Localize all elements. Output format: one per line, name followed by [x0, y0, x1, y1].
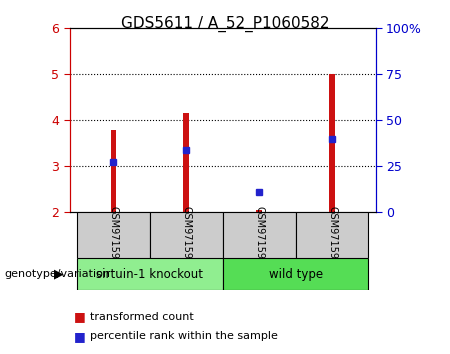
Text: wild type: wild type — [269, 268, 323, 281]
Bar — [296, 212, 369, 258]
Text: ■: ■ — [74, 330, 86, 343]
Text: genotype/variation: genotype/variation — [4, 269, 111, 279]
Bar — [150, 212, 223, 258]
Text: GDS5611 / A_52_P1060582: GDS5611 / A_52_P1060582 — [121, 16, 329, 32]
Bar — [77, 212, 150, 258]
Text: GSM971594: GSM971594 — [327, 206, 337, 265]
Text: sirtuin-1 knockout: sirtuin-1 knockout — [96, 268, 203, 281]
Bar — [223, 212, 296, 258]
Text: GSM971593: GSM971593 — [108, 206, 118, 265]
Text: transformed count: transformed count — [90, 312, 194, 322]
Text: GSM971595: GSM971595 — [181, 206, 191, 265]
Bar — [111, 130, 117, 212]
Bar — [256, 210, 262, 212]
Text: percentile rank within the sample: percentile rank within the sample — [90, 331, 278, 341]
Bar — [329, 74, 335, 212]
Bar — [184, 113, 189, 212]
Bar — [77, 258, 223, 290]
Text: ▶: ▶ — [54, 268, 63, 281]
Text: ■: ■ — [74, 310, 86, 323]
Bar — [223, 258, 369, 290]
Text: GSM971592: GSM971592 — [254, 206, 264, 265]
